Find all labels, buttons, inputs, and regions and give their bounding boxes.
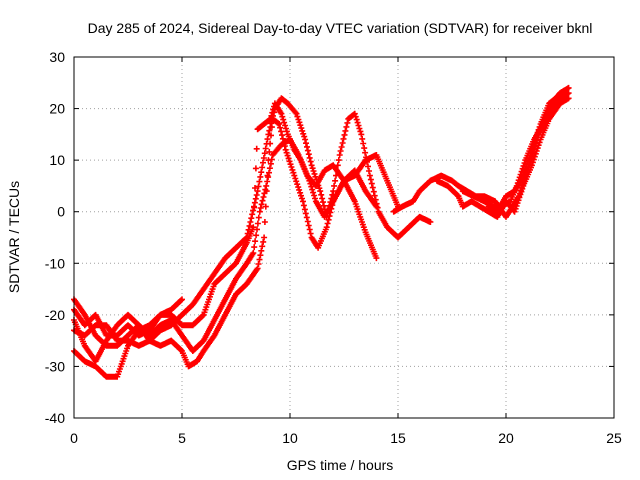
y-tick-label: 30 — [49, 49, 65, 65]
data-marks — [71, 100, 401, 339]
x-axis-label: GPS time / hours — [287, 457, 394, 473]
y-tick-label: 0 — [57, 204, 65, 220]
data-marks — [433, 95, 572, 220]
data-marks — [485, 95, 559, 215]
y-axis-label: SDTVAR / TECUs — [6, 181, 22, 293]
y-tick-label: 20 — [49, 101, 65, 117]
gridlines — [73, 56, 615, 419]
x-tick-label: 0 — [70, 430, 78, 446]
series-track-4 — [71, 100, 401, 339]
data-series — [71, 84, 572, 380]
y-tick-label: 10 — [49, 152, 65, 168]
data-marks — [71, 95, 434, 349]
y-tick-label: -10 — [45, 255, 65, 271]
y-tick-label: -20 — [45, 307, 65, 323]
y-tick-labels: 30 20 10 0 -10 -20 -30 -40 — [45, 49, 65, 426]
data-marks — [71, 115, 380, 370]
series-track-9 — [485, 95, 559, 215]
x-tick-labels: 0 5 10 15 20 25 — [70, 430, 622, 446]
x-tick-label: 20 — [498, 430, 514, 446]
series-track-5 — [71, 95, 434, 349]
x-tick-label: 10 — [282, 430, 298, 446]
y-tick-label: -30 — [45, 358, 65, 374]
chart-title: Day 285 of 2024, Sidereal Day-to-day VTE… — [88, 20, 593, 36]
series-track-2 — [71, 115, 380, 370]
x-tick-label: 5 — [178, 430, 186, 446]
x-tick-label: 25 — [606, 430, 622, 446]
data-marks — [71, 136, 380, 365]
y-tick-label: -40 — [45, 410, 65, 426]
x-tick-label: 15 — [390, 430, 406, 446]
plot-border — [73, 56, 615, 419]
series-track-3 — [71, 136, 380, 365]
series-track-7 — [433, 95, 572, 220]
